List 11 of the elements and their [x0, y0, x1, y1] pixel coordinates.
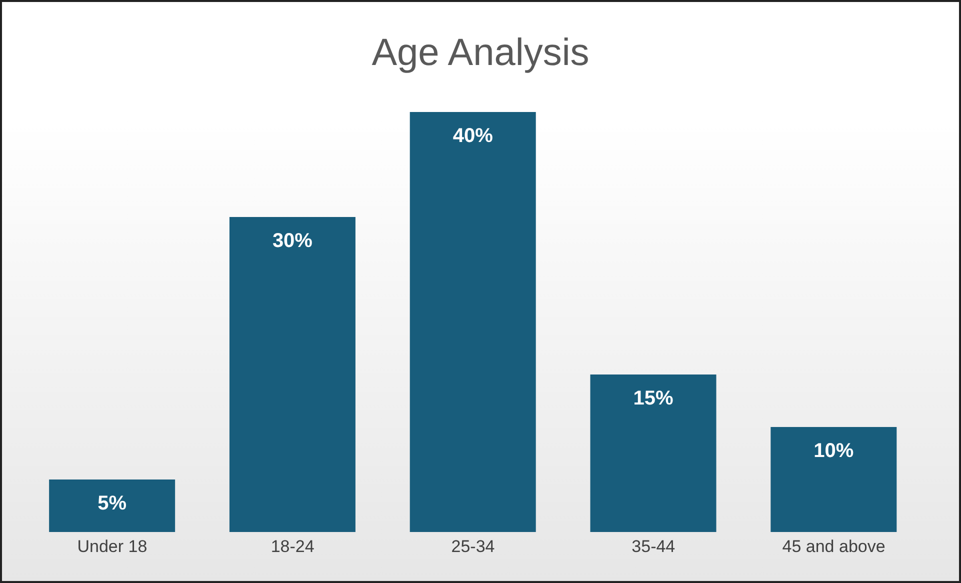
data-label: 15% — [633, 388, 674, 410]
data-label: 5% — [98, 492, 127, 515]
chart-title: Age Analysis — [370, 32, 590, 75]
data-label: 30% — [272, 230, 313, 252]
x-tick-label: 25-34 — [451, 537, 495, 556]
x-tick-label: 18-24 — [270, 537, 314, 556]
data-label: 40% — [452, 125, 494, 148]
x-tick-label: 35-44 — [632, 537, 676, 556]
x-tick-label: 45 and above — [782, 537, 886, 556]
data-label: 10% — [814, 440, 854, 462]
x-tick-label: Under 18 — [77, 537, 148, 556]
